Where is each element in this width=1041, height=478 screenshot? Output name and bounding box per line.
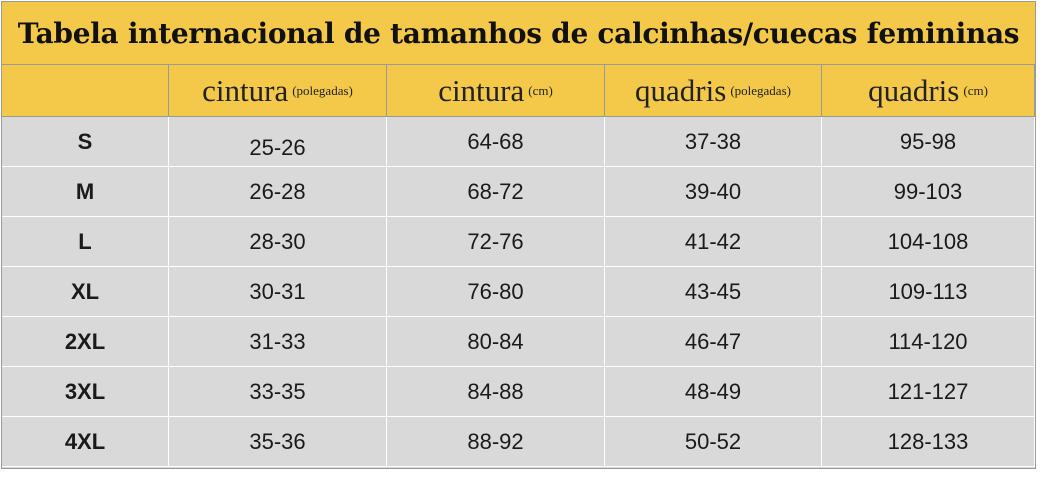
column-header-label: cintura [202, 72, 289, 108]
table-cell: 25-26 [169, 117, 387, 167]
table-cell: 88-92 [387, 417, 605, 467]
column-header-label: cintura [438, 72, 525, 108]
table-cell: 121-127 [822, 367, 1035, 417]
table-cell: 128-133 [822, 417, 1035, 467]
table-cell: 95-98 [822, 117, 1035, 167]
column-header-3: quadris (polegadas) [605, 65, 822, 117]
table-cell: 41-42 [605, 217, 822, 267]
table-cell: 46-47 [605, 317, 822, 367]
table-cell: 84-88 [387, 367, 605, 417]
column-header-unit: (cm) [963, 82, 988, 98]
table-cell: 31-33 [169, 317, 387, 367]
size-label-cell: 2XL [2, 317, 169, 367]
size-chart-table: Tabela internacional de tamanhos de calc… [1, 1, 1036, 469]
size-label-cell: L [2, 217, 169, 267]
table-cell: 48-49 [605, 367, 822, 417]
table-cell: 30-31 [169, 267, 387, 317]
column-header-1: cintura (polegadas) [169, 65, 387, 117]
table-cell: 37-38 [605, 117, 822, 167]
table-cell: 76-80 [387, 267, 605, 317]
table-cell: 99-103 [822, 167, 1035, 217]
table-cell: 64-68 [387, 117, 605, 167]
table-cell: 68-72 [387, 167, 605, 217]
column-header-2: cintura (cm) [387, 65, 605, 117]
table-cell: 80-84 [387, 317, 605, 367]
column-header-label: quadris [635, 72, 727, 108]
table-title: Tabela internacional de tamanhos de calc… [2, 2, 1035, 65]
table-cell: 104-108 [822, 217, 1035, 267]
column-header-unit: (polegadas) [292, 82, 353, 98]
table-cell: 28-30 [169, 217, 387, 267]
size-label-cell: M [2, 167, 169, 217]
column-header-unit: (polegadas) [730, 82, 791, 98]
table-cell: 33-35 [169, 367, 387, 417]
table-cell: 72-76 [387, 217, 605, 267]
column-header-label: quadris [868, 72, 960, 108]
size-label-cell: 3XL [2, 367, 169, 417]
column-header-unit: (cm) [528, 82, 553, 98]
table-cell: 35-36 [169, 417, 387, 467]
table-cell: 109-113 [822, 267, 1035, 317]
table-cell: 39-40 [605, 167, 822, 217]
table-cell: 114-120 [822, 317, 1035, 367]
column-header-4: quadris (cm) [822, 65, 1035, 117]
column-header-0 [2, 65, 169, 117]
size-label-cell: 4XL [2, 417, 169, 467]
table-cell: 50-52 [605, 417, 822, 467]
table-cell: 43-45 [605, 267, 822, 317]
size-label-cell: S [2, 117, 169, 167]
size-label-cell: XL [2, 267, 169, 317]
table-cell: 26-28 [169, 167, 387, 217]
